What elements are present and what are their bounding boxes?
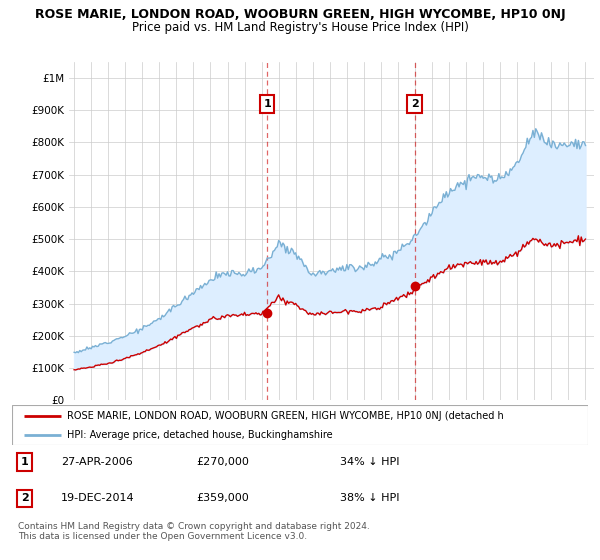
Text: 19-DEC-2014: 19-DEC-2014: [61, 493, 134, 503]
Text: ROSE MARIE, LONDON ROAD, WOOBURN GREEN, HIGH WYCOMBE, HP10 0NJ (detached h: ROSE MARIE, LONDON ROAD, WOOBURN GREEN, …: [67, 411, 503, 421]
Text: Contains HM Land Registry data © Crown copyright and database right 2024.
This d: Contains HM Land Registry data © Crown c…: [18, 522, 370, 542]
Text: 27-APR-2006: 27-APR-2006: [61, 457, 133, 467]
Text: 2: 2: [20, 493, 28, 503]
Text: 38% ↓ HPI: 38% ↓ HPI: [340, 493, 400, 503]
Text: ROSE MARIE, LONDON ROAD, WOOBURN GREEN, HIGH WYCOMBE, HP10 0NJ: ROSE MARIE, LONDON ROAD, WOOBURN GREEN, …: [35, 8, 565, 21]
Text: £359,000: £359,000: [196, 493, 249, 503]
Text: 34% ↓ HPI: 34% ↓ HPI: [340, 457, 400, 467]
Text: Price paid vs. HM Land Registry's House Price Index (HPI): Price paid vs. HM Land Registry's House …: [131, 21, 469, 34]
Text: £270,000: £270,000: [196, 457, 249, 467]
Text: 1: 1: [20, 457, 28, 467]
Text: 2: 2: [410, 99, 418, 109]
Text: HPI: Average price, detached house, Buckinghamshire: HPI: Average price, detached house, Buck…: [67, 430, 332, 440]
Text: 1: 1: [263, 99, 271, 109]
